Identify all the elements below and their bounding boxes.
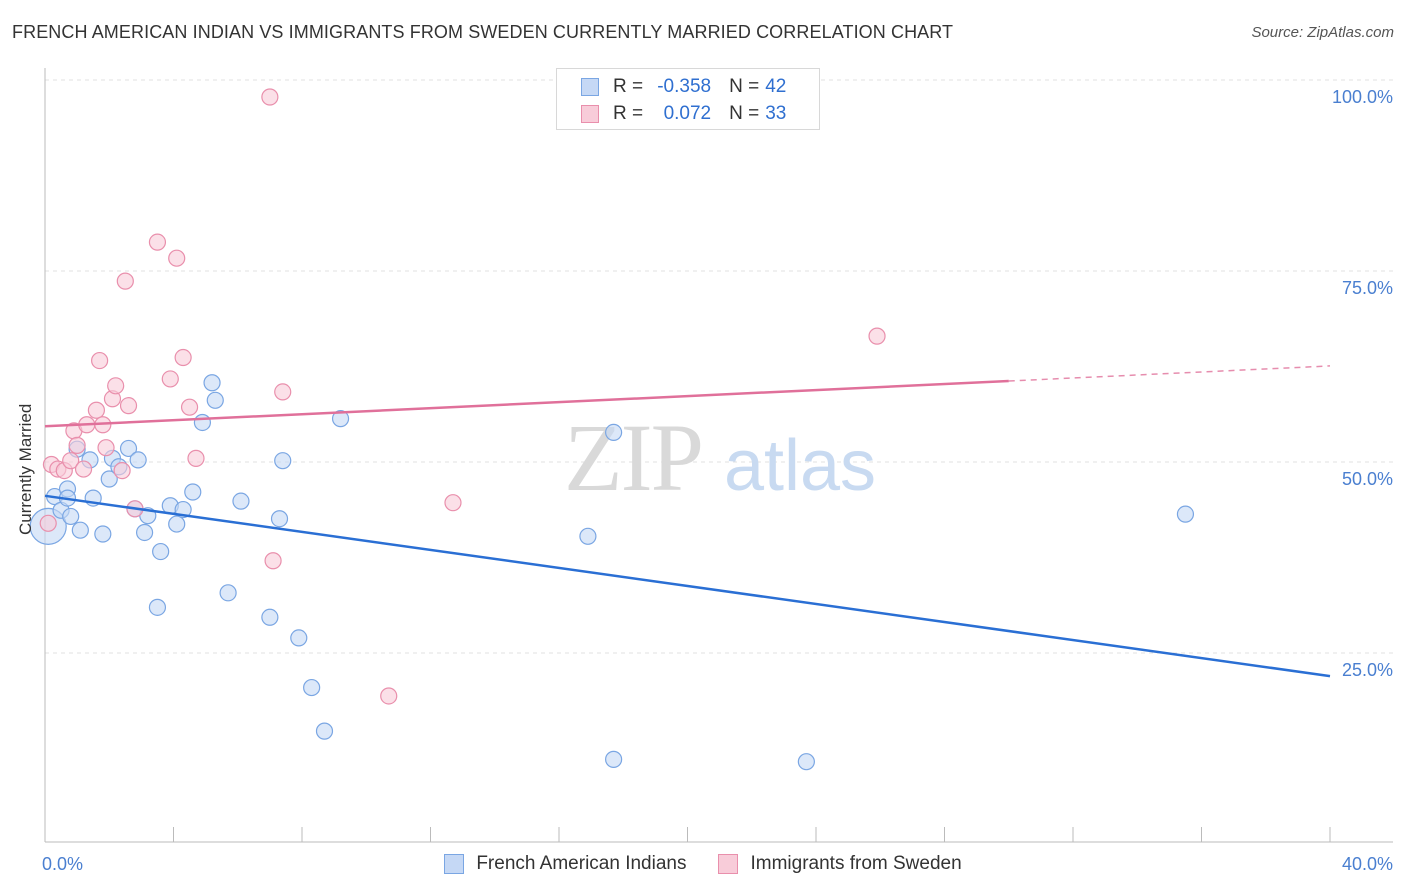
stats-r-label: R = [613,76,644,97]
stats-r-label: R = [613,103,644,124]
data-point-blue [152,542,170,561]
trend-line-extension-pink [1008,365,1331,382]
data-point-pink [39,514,57,532]
y-tick-label: 100.0% [1332,87,1393,107]
data-point-pink [264,552,282,570]
stats-n-value: 33 [765,103,787,124]
y-tick-label: 75.0% [1342,278,1393,298]
y-tick-label: 50.0% [1342,469,1393,489]
data-point-blue [290,629,308,647]
stats-n-value: 42 [765,76,787,97]
stats-row-blue: R = -0.358 N = 42 [581,75,786,99]
data-point-blue [232,492,250,510]
data-point-blue [605,750,623,768]
data-point-pink [161,370,179,388]
trend-line-pink [44,379,1009,428]
watermark-atlas: atlas [724,426,876,506]
data-point-blue [193,413,212,432]
y-axis-label: Currently Married [16,403,35,535]
data-point-pink [274,383,292,401]
stats-swatch-pink [581,105,599,123]
data-point-blue [203,374,221,392]
data-point-blue [605,423,623,441]
data-point-pink [187,449,205,467]
data-point-blue [331,410,350,428]
data-point-pink [116,272,134,290]
trend-layer [44,365,1331,678]
data-point-blue [315,722,334,740]
stats-r-value: -0.358 [657,76,712,97]
stats-row-pink: R = 0.072 N = 33 [581,102,786,126]
data-point-pink [97,439,115,457]
data-point-blue [129,451,147,469]
data-point-blue [274,452,292,470]
data-point-blue [148,598,167,616]
tick-labels: 25.0% 50.0% 75.0% 100.0% 0.0% 40.0% [42,87,1393,874]
data-point-pink [380,687,398,705]
data-point-blue [261,608,279,626]
watermark-zip: ZIP [564,404,702,511]
legend-swatch-pink [718,854,739,874]
data-point-pink [180,398,199,416]
data-point-blue [797,753,815,771]
data-point-pink [107,377,125,395]
data-point-pink [91,351,109,370]
x-tick-label: 0.0% [42,854,83,874]
x-tick-label: 40.0% [1342,854,1393,874]
axis-layer [44,68,1393,843]
legend-swatch-blue [444,854,465,874]
data-point-blue [303,678,321,697]
data-point-pink [868,327,886,345]
data-point-blue [270,510,289,528]
data-point-pink [261,88,279,106]
data-point-pink [174,348,192,367]
source-credit: Source: ZipAtlas.com [1251,24,1394,41]
trend-line-blue [44,494,1331,678]
stats-r-value: 0.072 [663,103,712,124]
stats-n-label: N = [729,103,760,124]
data-point-pink [68,436,86,454]
stats-n-label: N = [729,76,760,97]
data-point-pink [168,249,186,267]
data-point-pink [87,401,106,419]
points-layer [29,88,1195,771]
legend-label: French American Indians [476,853,687,874]
data-point-pink [62,452,80,470]
data-point-blue [119,439,138,458]
data-point-blue [1176,505,1195,523]
legend-item-french-american-indians[interactable]: French American Indians [444,853,686,875]
legend-item-immigrants-from-sweden[interactable]: Immigrants from Sweden [718,853,962,875]
data-point-blue [71,521,89,539]
chart-title: FRENCH AMERICAN INDIAN VS IMMIGRANTS FRO… [12,22,954,42]
data-point-pink [119,397,138,415]
legend: French American Indians Immigrants from … [0,852,1406,876]
data-point-blue [100,470,118,488]
data-point-blue [94,525,112,543]
stats-swatch-blue [581,78,599,96]
grid-layer [45,79,1393,654]
data-point-blue [62,507,80,526]
data-point-blue [135,523,154,542]
data-point-pink [148,233,167,251]
data-point-blue [206,391,224,409]
data-point-pink [74,460,93,478]
data-point-pink [444,494,462,512]
data-point-blue [579,527,597,545]
stats-box: R = -0.358 N = 42 R = 0.072 N = 33 [556,68,820,130]
legend-label: Immigrants from Sweden [750,853,962,874]
y-tick-label: 25.0% [1342,660,1393,680]
watermark: ZIP atlas [564,404,876,511]
data-point-pink [113,461,131,480]
data-point-blue [184,483,202,501]
data-point-blue [168,515,186,533]
data-point-blue [219,584,237,602]
